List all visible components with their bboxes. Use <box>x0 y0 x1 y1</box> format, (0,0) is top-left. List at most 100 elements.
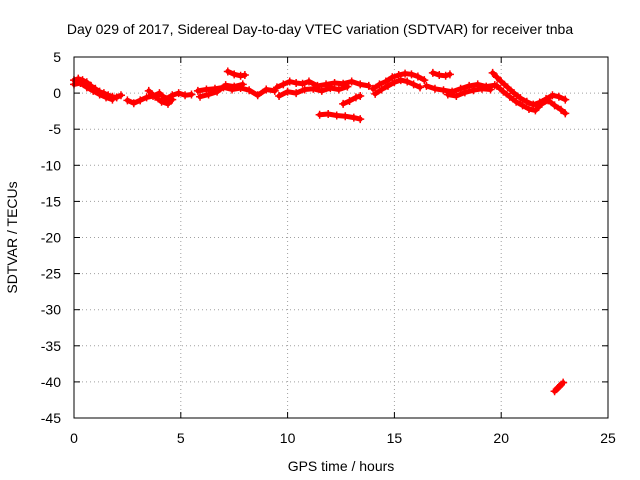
data-point <box>488 68 497 77</box>
x-tick-label: 15 <box>387 430 403 446</box>
data-point <box>330 78 339 87</box>
data-point <box>390 78 399 87</box>
data-point <box>262 85 271 94</box>
data-point <box>364 81 373 90</box>
data-point <box>561 95 570 104</box>
data-point <box>76 78 85 87</box>
data-point <box>317 86 326 95</box>
series-peak <box>369 69 429 93</box>
data-point <box>460 88 469 97</box>
series-dip <box>315 110 365 124</box>
data-point <box>230 70 239 79</box>
data-point <box>151 92 160 101</box>
data-point <box>339 99 348 108</box>
data-point <box>375 80 384 89</box>
y-tick-label: -30 <box>41 302 61 318</box>
data-point <box>503 83 512 92</box>
data-point <box>377 85 386 94</box>
data-point <box>422 81 431 90</box>
data-point <box>136 96 145 105</box>
data-point <box>428 68 437 77</box>
data-point <box>356 115 365 124</box>
data-point <box>223 67 232 76</box>
series-day-b <box>275 82 352 100</box>
data-point <box>557 105 566 114</box>
data-point <box>193 86 202 95</box>
x-axis-label: GPS time / hours <box>288 458 395 474</box>
data-point <box>279 80 288 89</box>
data-point <box>550 101 559 110</box>
data-point <box>356 80 365 89</box>
data-point <box>230 82 239 91</box>
data-point <box>561 109 570 118</box>
data-point <box>548 91 557 100</box>
data-point <box>371 89 380 98</box>
data-point <box>89 86 98 95</box>
x-tick-label: 25 <box>600 430 616 446</box>
series-peak-b <box>371 76 425 98</box>
series-morning-b <box>144 86 177 108</box>
y-tick-label: -40 <box>41 374 61 390</box>
data-point <box>394 71 403 80</box>
data-point <box>155 89 164 98</box>
y-tick-label: -15 <box>41 193 61 209</box>
data-point <box>492 73 501 82</box>
data-point <box>142 93 151 102</box>
data-point <box>240 71 249 80</box>
data-point <box>524 104 533 113</box>
data-point <box>102 93 111 102</box>
x-tick-label: 20 <box>493 430 509 446</box>
data-point <box>456 84 465 93</box>
x-tick-label: 5 <box>177 430 185 446</box>
data-point <box>196 92 205 101</box>
data-point <box>347 77 356 86</box>
data-point <box>238 80 247 89</box>
data-point <box>443 90 452 99</box>
data-point <box>332 111 341 120</box>
data-point <box>253 91 262 100</box>
data-point <box>516 94 525 103</box>
data-point <box>163 99 172 108</box>
data-point <box>221 81 230 90</box>
data-point <box>537 99 546 108</box>
data-point <box>559 378 568 387</box>
series-dip-b <box>339 91 365 108</box>
y-tick-label: -25 <box>41 266 61 282</box>
data-point <box>544 96 553 105</box>
data-point <box>285 77 294 86</box>
data-point <box>413 72 422 81</box>
data-point <box>108 95 117 104</box>
data-point <box>512 97 521 106</box>
series-mid-b <box>196 80 247 101</box>
data-point <box>204 90 213 99</box>
data-point <box>499 87 508 96</box>
series-late-b <box>443 84 495 100</box>
y-tick-label: 5 <box>53 49 61 65</box>
data-point <box>505 92 514 101</box>
data-point <box>144 86 153 95</box>
data-point <box>174 89 183 98</box>
series-evening-b <box>492 81 570 118</box>
x-tick-label: 10 <box>280 430 296 446</box>
data-point <box>383 81 392 90</box>
data-point <box>430 84 439 93</box>
data-point <box>345 97 354 106</box>
data-point <box>213 87 222 96</box>
data-point <box>116 91 125 100</box>
data-point <box>168 95 177 104</box>
data-point <box>465 81 474 90</box>
series-day <box>272 77 373 92</box>
data-point <box>381 77 390 86</box>
data-point <box>315 110 324 119</box>
data-point <box>326 84 335 93</box>
data-point <box>529 100 538 109</box>
data-point <box>202 85 211 94</box>
chart-title: Day 029 of 2017, Sidereal Day-to-day VTE… <box>67 21 574 37</box>
data-point <box>409 80 418 89</box>
data-point <box>510 89 519 98</box>
data-point <box>304 77 313 86</box>
data-point <box>324 110 333 119</box>
data-point <box>95 90 104 99</box>
series-outlier <box>550 378 568 396</box>
